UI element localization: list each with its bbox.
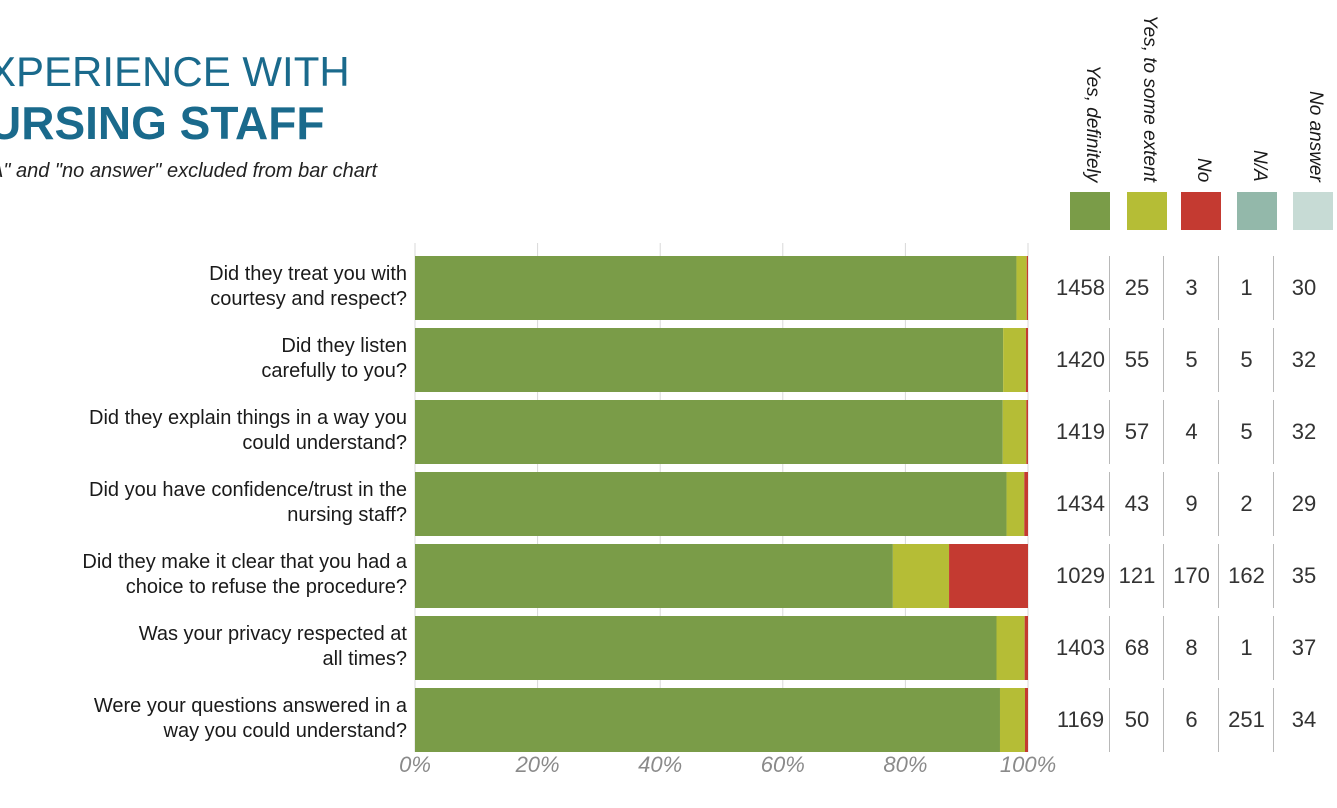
category-label-line: Did they make it clear that you had a	[82, 551, 407, 573]
category-label: Did they explain things in a way you coul…	[0, 406, 407, 456]
count-cell: 5	[1218, 400, 1274, 464]
category-label-line: choice to refuse the procedure?	[125, 576, 407, 598]
bar-segment	[999, 688, 1025, 752]
bar-segment	[415, 472, 1007, 536]
count-cell: 1029	[1056, 563, 1105, 588]
bar-segment	[1024, 472, 1028, 536]
legend-swatch	[1127, 192, 1167, 230]
bar-segment	[1003, 328, 1026, 392]
count-cell: 32	[1273, 400, 1334, 464]
count-cell: 1	[1218, 616, 1274, 680]
category-label-line: Did you have confidence/trust in the	[89, 479, 407, 501]
count-cell: 30	[1273, 256, 1334, 320]
count-cell: 37	[1273, 616, 1334, 680]
count-cell: 5	[1218, 328, 1274, 392]
count-cell: 1419	[1056, 419, 1105, 444]
category-label-line: Did they explain things in a way you	[89, 407, 407, 429]
bar-segment	[1026, 256, 1028, 320]
x-tick-label: 0%	[399, 752, 431, 777]
category-label-line: could understand?	[242, 432, 407, 454]
count-cell: 170	[1163, 544, 1219, 608]
count-cell: 8	[1163, 616, 1219, 680]
count-cell: 25	[1109, 256, 1164, 320]
count-cell: 43	[1109, 472, 1164, 536]
category-label-line: carefully to you?	[261, 360, 407, 382]
count-cell: 1458	[1056, 275, 1105, 300]
bar-segment	[1024, 688, 1028, 752]
x-tick-label: 40%	[638, 752, 683, 777]
bar-segment	[949, 544, 1028, 608]
count-cell: 1	[1218, 256, 1274, 320]
category-label: Were your questions answered in a way you…	[0, 694, 407, 744]
count-cell: 6	[1163, 688, 1219, 752]
count-cell: 162	[1218, 544, 1274, 608]
count-cell: 4	[1163, 400, 1219, 464]
category-label: Did they listen carefully to you?	[0, 334, 407, 384]
x-tick-label: 80%	[883, 752, 928, 777]
bar-segment	[415, 328, 1004, 392]
x-tick-label: 60%	[760, 752, 805, 777]
count-cell: 1434	[1056, 491, 1105, 516]
bar-segment	[892, 544, 950, 608]
count-cell: 68	[1109, 616, 1164, 680]
count-cell: 34	[1273, 688, 1334, 752]
bar-segment	[1026, 400, 1028, 464]
category-label: Did they treat you with courtesy and resp…	[0, 262, 407, 312]
category-label-line: way you could understand?	[163, 720, 408, 742]
legend-swatch	[1070, 192, 1110, 230]
count-cell: 251	[1218, 688, 1274, 752]
count-cell: 50	[1109, 688, 1164, 752]
category-label-line: nursing staff?	[287, 504, 407, 526]
legend-swatch	[1293, 192, 1333, 230]
category-label-line: all times?	[322, 648, 407, 670]
bar-segment	[415, 616, 997, 680]
category-label: Did you have confidence/trust in the nurs…	[0, 478, 407, 528]
count-cell: 29	[1273, 472, 1334, 536]
bar-segment	[1025, 328, 1028, 392]
count-cell: 121	[1109, 544, 1164, 608]
count-cell: 1420	[1056, 347, 1105, 372]
bar-segment	[1016, 256, 1027, 320]
legend-swatch	[1181, 192, 1221, 230]
category-label-line: Did they treat you with	[209, 263, 407, 285]
bar-segment	[415, 688, 1000, 752]
bar-segment	[1006, 472, 1025, 536]
count-cell: 57	[1109, 400, 1164, 464]
count-cell: 3	[1163, 256, 1219, 320]
bar-segment	[415, 400, 1003, 464]
category-label: Did they make it clear that you had a cho…	[0, 550, 407, 600]
count-cell: 2	[1218, 472, 1274, 536]
chart-title-line1: XPERIENCE WITH	[0, 48, 350, 95]
count-cell: 35	[1273, 544, 1334, 608]
count-cell: 9	[1163, 472, 1219, 536]
chart-title-line2: URSING STAFF	[0, 97, 325, 149]
category-label-line: Were your questions answered in a	[93, 695, 407, 717]
category-label-line: Was your privacy respected at	[138, 623, 407, 645]
category-label-line: Did they listen	[281, 335, 407, 357]
count-cell: 1169	[1056, 707, 1105, 732]
x-tick-label: 20%	[515, 752, 560, 777]
legend-swatch	[1237, 192, 1277, 230]
category-label: Was your privacy respected at all times?	[0, 622, 407, 672]
x-tick-label: 100%	[999, 752, 1057, 777]
count-cell: 1403	[1056, 635, 1105, 660]
bar-segment	[996, 616, 1025, 680]
count-cell: 32	[1273, 328, 1334, 392]
count-cell: 5	[1163, 328, 1219, 392]
bar-segment	[1002, 400, 1027, 464]
bar-segment	[415, 544, 893, 608]
bar-segment	[415, 256, 1017, 320]
count-cell: 55	[1109, 328, 1164, 392]
chart-subtitle: A" and "no answer" excluded from bar cha…	[0, 160, 378, 182]
bar-segment	[1024, 616, 1028, 680]
category-label-line: courtesy and respect?	[210, 288, 407, 310]
